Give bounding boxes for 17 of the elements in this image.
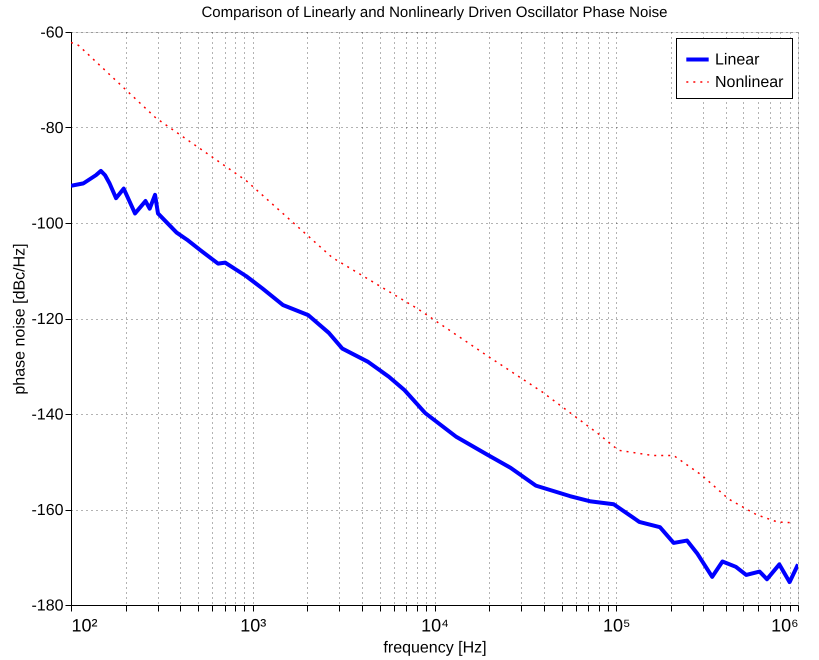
y-tick-label: -80: [40, 120, 64, 137]
x-axis-title: frequency [Hz]: [383, 640, 487, 656]
y-tick-label: -140: [31, 406, 64, 424]
y-axis-title: phase noise [dBc/Hz]: [11, 243, 28, 395]
y-tick-label: -120: [31, 311, 64, 328]
x-tick-label: 10²: [72, 616, 98, 636]
x-tick-label: 10⁵: [603, 616, 630, 636]
legend-label: Nonlinear: [715, 74, 784, 91]
x-tick-label: 10³: [240, 616, 266, 636]
y-tick-label: -100: [31, 216, 64, 232]
chart-title: Comparison of Linearly and Nonlinearly Driven Oscillator Phase Noise: [201, 4, 668, 21]
legend-label: Linear: [715, 52, 760, 68]
x-tick-label: 10⁶: [771, 616, 798, 636]
y-tick-label: -180: [31, 598, 64, 614]
x-tick-label: 10⁴: [421, 616, 449, 636]
y-tick-label: -60: [40, 24, 64, 42]
y-tick-label: -160: [31, 502, 64, 519]
